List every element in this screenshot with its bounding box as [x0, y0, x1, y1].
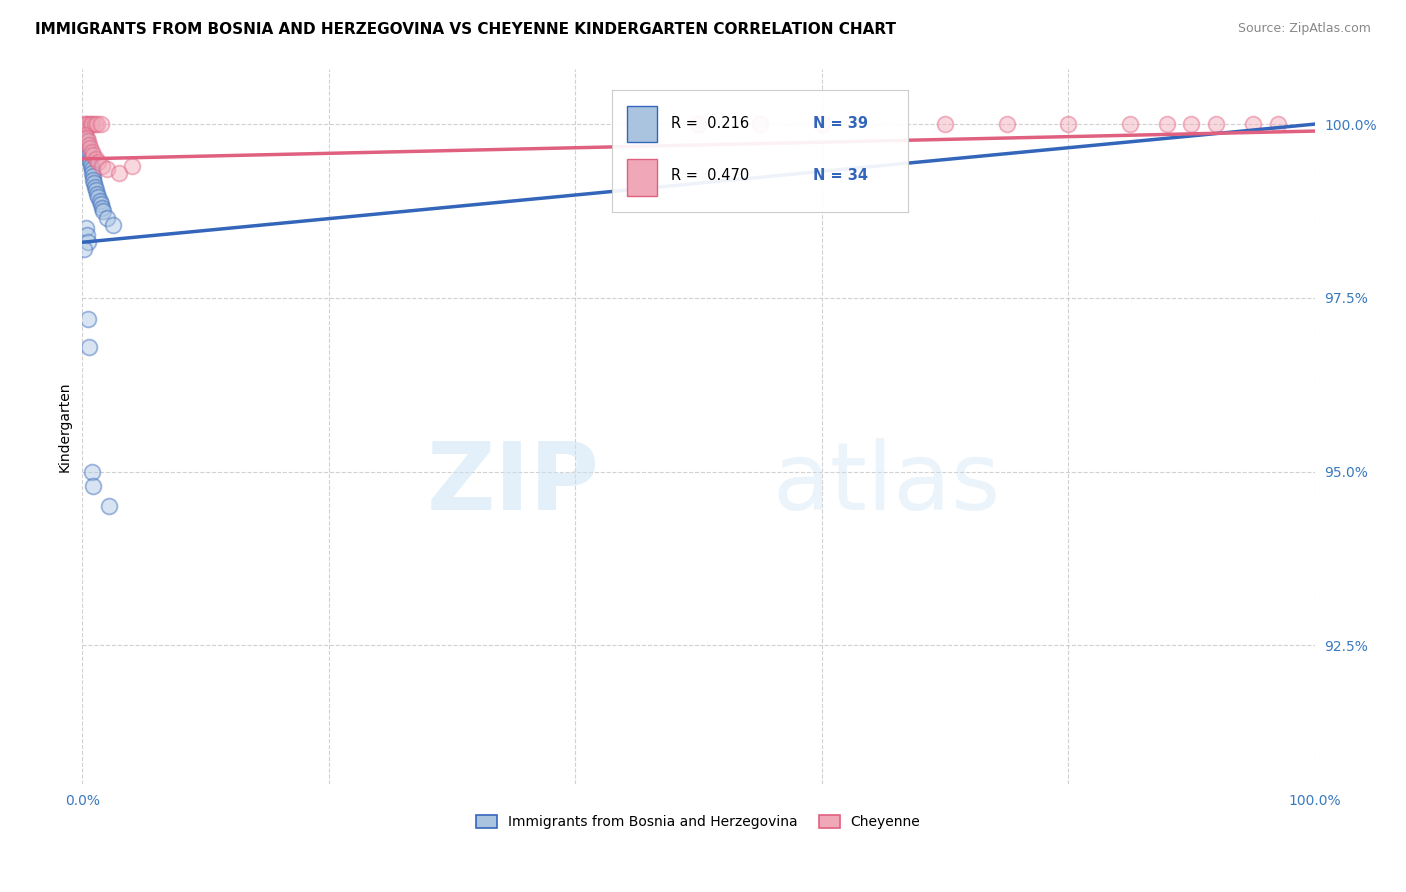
Point: [87, 190, 110, 204]
Text: IMMIGRANTS FROM BOSNIA AND HERZEGOVINA VS CHEYENNE KINDERGARTEN CORRELATION CHAR: IMMIGRANTS FROM BOSNIA AND HERZEGOVINA V…: [35, 22, 896, 37]
Point: [1267, 117, 1289, 131]
Point: [90, 117, 112, 131]
Point: [75, 131, 97, 145]
Point: [84, 152, 107, 166]
Point: [121, 159, 143, 173]
Point: [83, 176, 105, 190]
Point: [91, 159, 114, 173]
Point: [75, 135, 97, 149]
Point: [84, 183, 107, 197]
Point: [995, 117, 1018, 131]
Point: [89, 194, 111, 208]
Point: [98, 500, 121, 514]
Point: [96, 211, 118, 225]
Y-axis label: Kindergarten: Kindergarten: [58, 381, 72, 472]
Point: [82, 148, 104, 162]
Text: atlas: atlas: [772, 438, 1001, 530]
Point: [1180, 117, 1202, 131]
Point: [1241, 117, 1264, 131]
Point: [810, 117, 832, 131]
Point: [1205, 117, 1227, 131]
Point: [749, 117, 772, 131]
Point: [79, 152, 101, 166]
Point: [96, 162, 118, 177]
Point: [77, 148, 100, 162]
Point: [76, 138, 98, 153]
Point: [87, 155, 110, 169]
Point: [73, 117, 96, 131]
Point: [80, 162, 103, 177]
Point: [82, 478, 104, 492]
Point: [80, 159, 103, 173]
Point: [72, 122, 94, 136]
Point: [626, 117, 648, 131]
Point: [82, 169, 104, 184]
Point: [91, 201, 114, 215]
Point: [73, 126, 96, 140]
Point: [79, 141, 101, 155]
Point: [76, 228, 98, 243]
Point: [77, 145, 100, 159]
Point: [91, 204, 114, 219]
Point: [77, 235, 100, 250]
Point: [82, 166, 104, 180]
Point: [86, 186, 108, 201]
Point: [934, 117, 956, 131]
Point: [1119, 117, 1142, 131]
Point: [108, 166, 131, 180]
Point: [80, 145, 103, 159]
Point: [79, 155, 101, 169]
Point: [73, 124, 96, 138]
Point: [77, 138, 100, 153]
Legend: Immigrants from Bosnia and Herzegovina, Cheyenne: Immigrants from Bosnia and Herzegovina, …: [471, 810, 927, 835]
Point: [1156, 117, 1178, 131]
Point: [76, 131, 98, 145]
Point: [80, 117, 103, 131]
Point: [83, 117, 105, 131]
Point: [90, 197, 112, 211]
Point: [83, 179, 105, 194]
Point: [72, 120, 94, 135]
Point: [76, 135, 98, 149]
Point: [75, 117, 97, 131]
Point: [73, 128, 96, 142]
Point: [77, 117, 100, 131]
Point: [77, 311, 100, 326]
Point: [86, 117, 108, 131]
Point: [75, 128, 97, 142]
Point: [77, 339, 100, 353]
Text: ZIP: ZIP: [427, 438, 600, 530]
Point: [72, 242, 94, 256]
Point: [82, 117, 104, 131]
Point: [73, 129, 96, 144]
Point: [101, 218, 124, 232]
Text: Source: ZipAtlas.com: Source: ZipAtlas.com: [1237, 22, 1371, 36]
Point: [1057, 117, 1080, 131]
Point: [82, 465, 104, 479]
Point: [688, 117, 710, 131]
Point: [75, 221, 97, 235]
Point: [82, 172, 104, 186]
Point: [76, 141, 98, 155]
